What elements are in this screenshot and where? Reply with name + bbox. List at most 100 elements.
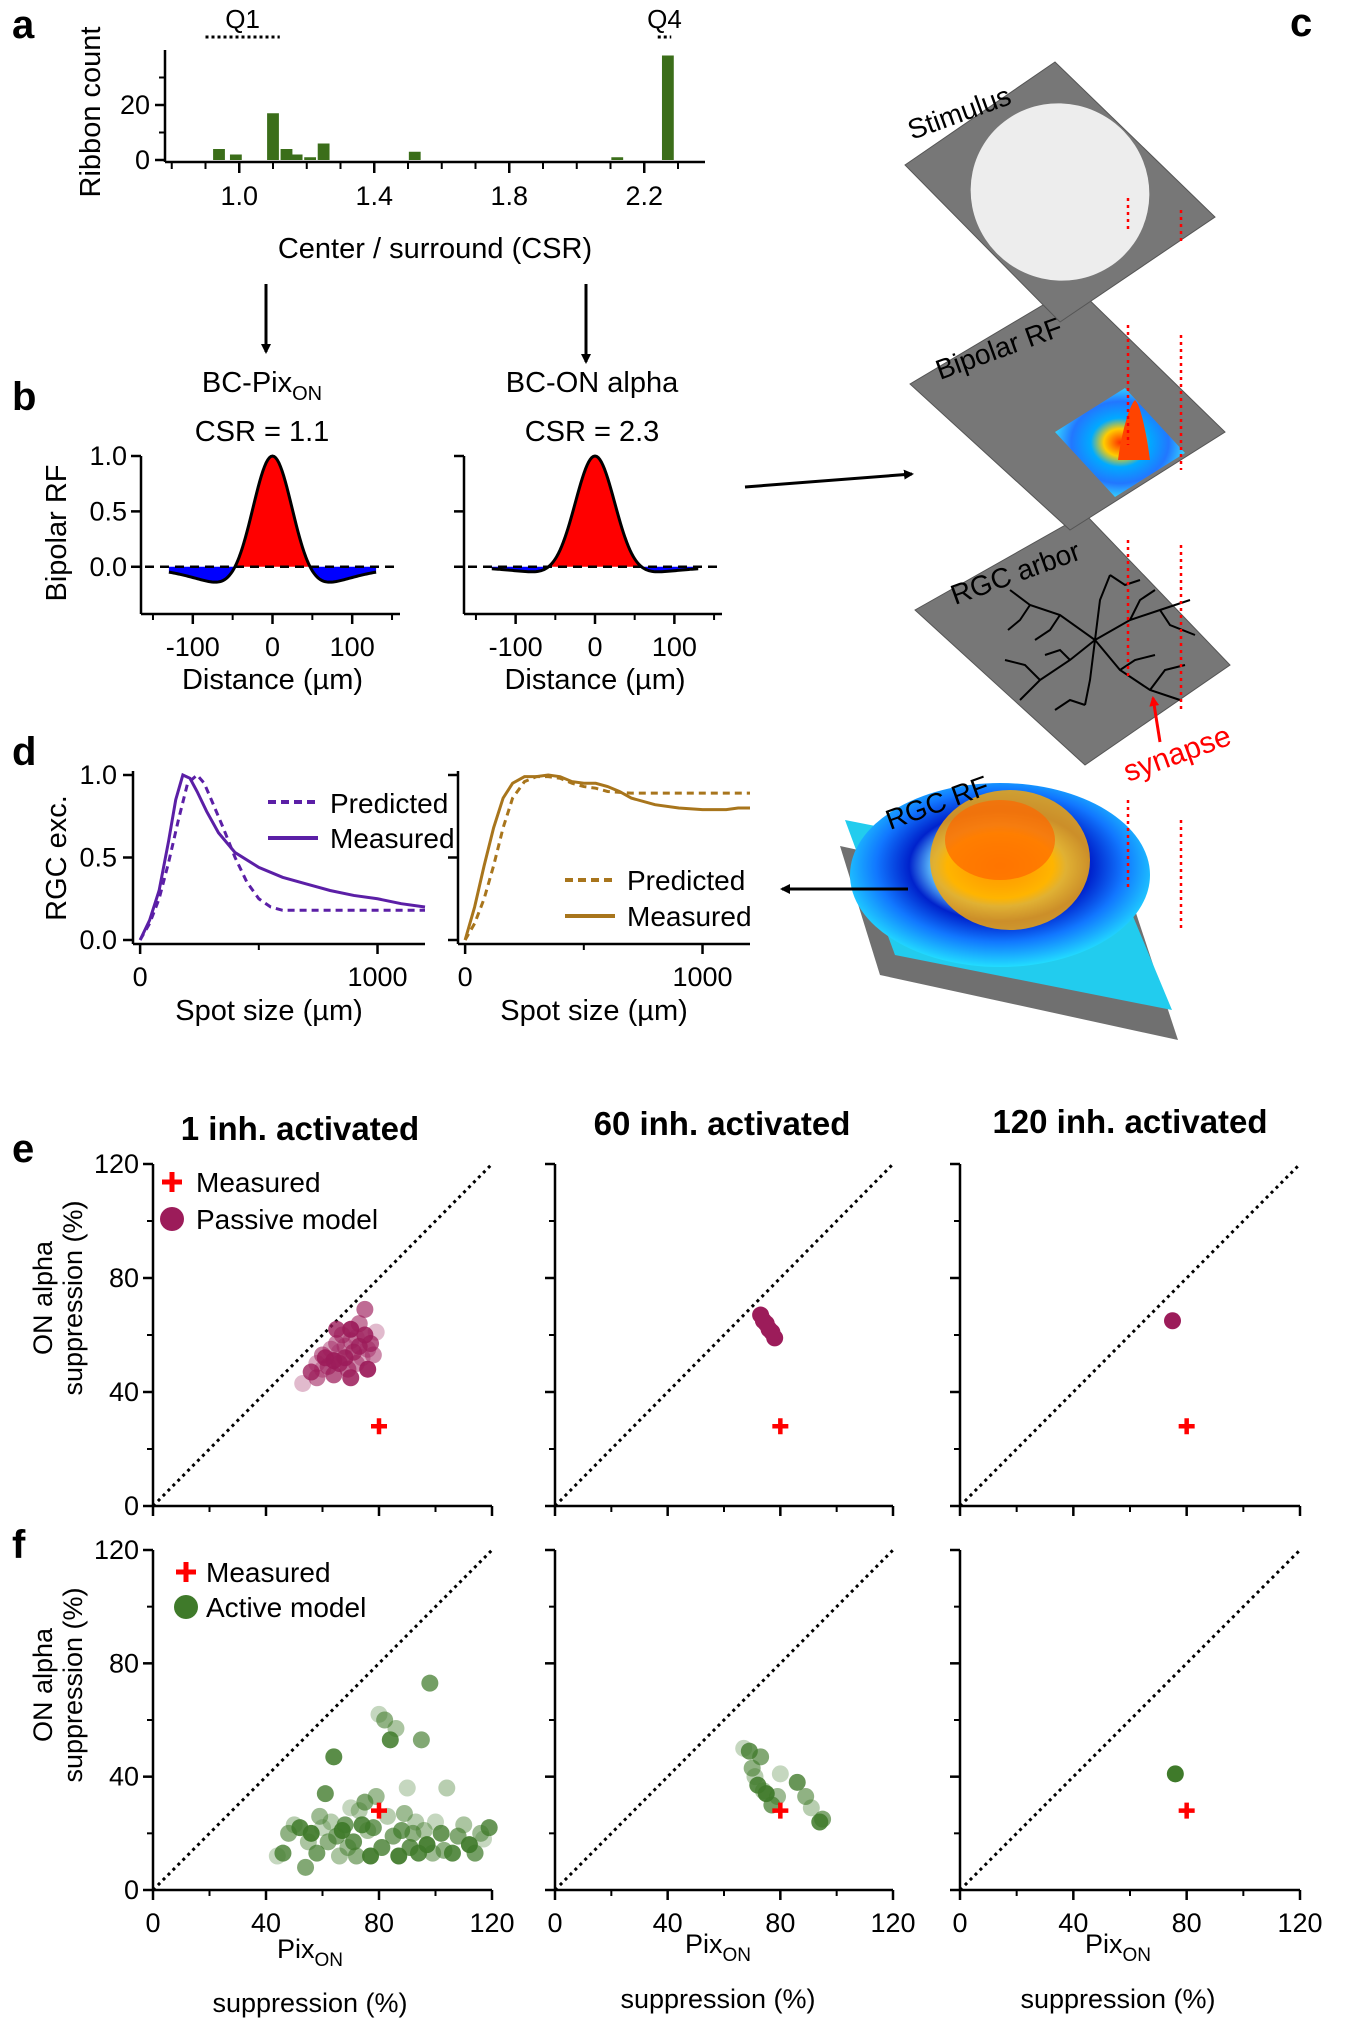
a-bar xyxy=(661,55,674,160)
f1-model-point xyxy=(311,1807,329,1825)
panel-label-c: c xyxy=(1290,1,1312,45)
f3-unity-line xyxy=(958,1548,1302,1892)
f1-y-tick-label: 120 xyxy=(94,1535,139,1565)
scatter-title-60: 60 inh. activated xyxy=(594,1105,851,1142)
e1-y-tick-label: 120 xyxy=(94,1149,139,1179)
rgc-rf-core xyxy=(945,800,1055,880)
b-left-xlabel: Distance (µm) xyxy=(182,664,363,696)
f1-model-point xyxy=(364,1819,382,1837)
f1-model-point xyxy=(455,1816,473,1834)
chart-d-left: 0 1000 0.0 0.5 1.0 Spot size (µm) RGC exc. xyxy=(41,760,426,1027)
f1-model-point xyxy=(347,1847,365,1865)
d-left-ylabel: RGC exc. xyxy=(41,795,73,921)
d-left-y-tick-label: 1.0 xyxy=(79,760,117,790)
f2-x-tick-label: 120 xyxy=(870,1908,915,1938)
e2-measured-point xyxy=(772,1418,789,1435)
f2-model-point xyxy=(802,1799,820,1817)
d-left-x-tick-label: 1000 xyxy=(347,962,407,992)
e1-y-tick-label: 40 xyxy=(109,1377,139,1407)
b-left-ylabel: Bipolar RF xyxy=(41,465,73,602)
f1-model-point xyxy=(387,1720,405,1737)
b-right-surround-fill xyxy=(491,566,699,572)
panel-label-a: a xyxy=(12,3,35,47)
f1-model-point xyxy=(336,1816,354,1834)
scatter-title-120: 120 inh. activated xyxy=(992,1103,1267,1140)
d-right-series-predicted xyxy=(463,775,750,941)
f1-x-tick-label: 40 xyxy=(251,1908,281,1938)
f1-xlabel-line2: suppression (%) xyxy=(212,1988,407,2018)
panel-c-model-schematic: RGC RF RGC arbor Bipolar RF xyxy=(840,61,1235,1040)
e1-model-point xyxy=(308,1355,326,1372)
a-annotation-label: Q4 xyxy=(647,4,682,34)
a-x-tick-label: 1.8 xyxy=(490,181,528,211)
b-left-x-tick-label: -100 xyxy=(166,632,220,662)
f1-model-point xyxy=(480,1819,498,1837)
f3-model-point xyxy=(1166,1765,1184,1783)
e1-model-point xyxy=(364,1346,382,1364)
b-right-center-fill xyxy=(491,456,699,567)
f-ylabel-line1: ON alpha xyxy=(28,1627,58,1742)
e1-y-tick-label: 80 xyxy=(109,1263,139,1293)
d-left-series-predicted xyxy=(138,772,425,941)
f1-model-point xyxy=(407,1813,425,1831)
f1-model-point xyxy=(438,1779,456,1797)
b-left-surround-fill xyxy=(168,566,377,583)
f-xlabels: PixON suppression (%) PixON suppression … xyxy=(212,1929,1215,2018)
b-right-csr: CSR = 2.3 xyxy=(525,416,660,448)
f3-x-tick-label: 40 xyxy=(1058,1908,1088,1938)
e-legend: Measured Passive model xyxy=(160,1167,378,1235)
f-legend-measured-marker xyxy=(176,1562,196,1582)
f1-y-tick-label: 40 xyxy=(109,1762,139,1792)
e1-model-point xyxy=(308,1369,326,1387)
chart-f2: 0 40 80 120 xyxy=(545,1548,916,1938)
d-right-x-tick-label: 1000 xyxy=(672,962,732,992)
f1-x-tick-label: 80 xyxy=(364,1908,394,1938)
f1-model-point xyxy=(432,1824,450,1842)
b-left-x-tick-label: 100 xyxy=(330,632,375,662)
e-legend-model: Passive model xyxy=(196,1204,378,1235)
f1-x-tick-label: 120 xyxy=(469,1908,514,1938)
d-right-legend-measured: Measured xyxy=(627,901,752,932)
f1-model-point xyxy=(443,1844,461,1862)
a-bar xyxy=(304,157,317,160)
a-bar xyxy=(229,154,242,160)
chart-e3 xyxy=(950,1162,1302,1516)
b-right-x-tick-label: -100 xyxy=(489,632,543,662)
f2-x-tick-label: 0 xyxy=(547,1908,562,1938)
f3-x-tick-label: 0 xyxy=(952,1908,967,1938)
e1-model-point xyxy=(356,1300,374,1318)
chart-b-left: -100 0 100 0.0 0.5 1.0 Distance (µm) Bipolar RF xyxy=(41,441,400,696)
f1-model-point xyxy=(314,1819,331,1837)
e-ylabel-line2: suppression (%) xyxy=(58,1200,88,1395)
panel-b-bipolar-rf: BC-PixON CSR = 1.1 BC-ON alpha CSR = 2.3 xyxy=(195,367,679,448)
f1-model-point xyxy=(325,1748,343,1766)
d-left-y-tick-label: 0.5 xyxy=(79,843,117,873)
f1-model-point xyxy=(308,1844,326,1862)
chart-a: 1.0 1.4 1.8 2.2 0 20 Center / surround (CSR) Ri… xyxy=(75,4,705,265)
e1-model-point xyxy=(342,1369,360,1387)
f-ylabel-line2: suppression (%) xyxy=(58,1587,88,1782)
a-bar xyxy=(290,154,303,160)
f1-model-point xyxy=(466,1844,484,1862)
f2-model-point xyxy=(814,1810,832,1828)
rgc-arbor-dendrites xyxy=(1004,574,1196,711)
f2-model-point xyxy=(797,1788,815,1805)
e2-model-point xyxy=(766,1329,784,1347)
d-right-legend: Predicted Measured xyxy=(565,865,752,932)
a-bar xyxy=(267,113,279,160)
charts-root: 1.0 1.4 1.8 2.2 0 20 Center / surround (CSR) Ri… xyxy=(41,4,1323,1938)
b-right-x-tick-label: 0 xyxy=(587,632,602,662)
f1-y-tick-label: 80 xyxy=(109,1648,139,1678)
chart-f1: 0 40 80 120 0 40 80 120 xyxy=(94,1535,515,1938)
e1-y-tick-label: 0 xyxy=(124,1491,139,1521)
f2-x-tick-label: 40 xyxy=(653,1908,683,1938)
f2-unity-line xyxy=(553,1548,895,1892)
e1-model-point xyxy=(367,1323,385,1341)
f1-model-point xyxy=(345,1833,363,1851)
b-right-title: BC-ON alpha xyxy=(506,367,679,399)
f1-model-point xyxy=(395,1805,413,1822)
f1-model-point xyxy=(367,1788,385,1805)
a-annotation-label: Q1 xyxy=(225,4,260,34)
d-left-legend-measured: Measured xyxy=(330,823,455,854)
a-y-tick-label: 0 xyxy=(135,145,150,175)
